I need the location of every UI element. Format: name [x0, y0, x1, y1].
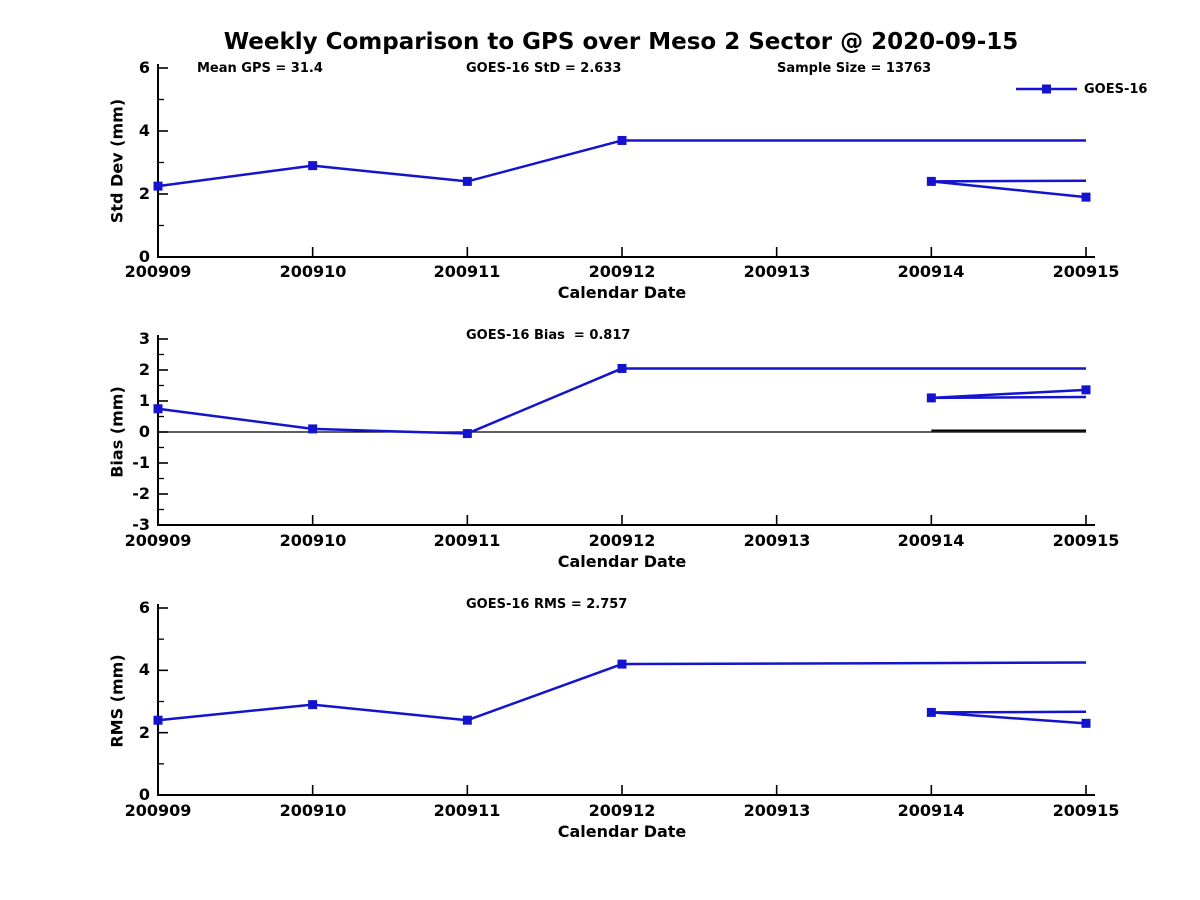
annotation-goes16-bias: GOES-16 Bias = 0.817 [466, 328, 631, 343]
x-tick-label: 200912 [588, 262, 656, 281]
y-tick-label: 0 [138, 422, 150, 441]
annotation-goes16-std: GOES-16 StD = 2.633 [466, 61, 622, 76]
annotation-sample-size: Sample Size = 13763 [777, 61, 932, 76]
y-tick-label: 4 [138, 660, 150, 679]
y-tick-label: 4 [138, 121, 150, 140]
y-tick-label: -1 [132, 453, 150, 472]
data-point-marker [308, 424, 318, 434]
x-tick-label: 200912 [588, 531, 656, 550]
y-tick-label: 1 [138, 391, 150, 410]
x-tick-label: 200913 [743, 262, 811, 281]
y-tick-label: 6 [138, 58, 150, 77]
x-tick-label: 200914 [897, 262, 965, 281]
x-tick-label: 200911 [433, 801, 501, 820]
data-point-marker [617, 363, 627, 373]
x-tick-label: 200910 [279, 801, 347, 820]
data-line [931, 711, 1087, 725]
data-point-marker [153, 715, 163, 725]
data-line [931, 179, 1087, 183]
data-point-marker [462, 715, 472, 725]
data-point-marker [1081, 192, 1091, 202]
x-tick-label: 200914 [897, 531, 965, 550]
data-point-marker [308, 161, 318, 171]
data-point-marker [153, 404, 163, 414]
y-tick-label: 2 [138, 360, 150, 379]
y-tick-label: 3 [138, 329, 150, 348]
data-line [157, 139, 1086, 188]
y-tick-label: -2 [132, 484, 150, 503]
y-tick-label: 0 [138, 247, 150, 266]
x-tick-label: 200911 [433, 531, 501, 550]
y-tick-label: -3 [132, 515, 150, 534]
x-tick-label: 200913 [743, 801, 811, 820]
chart-title: Weekly Comparison to GPS over Meso 2 Sec… [223, 29, 1019, 55]
x-tick-label: 200909 [124, 801, 192, 820]
x-tick-label: 200913 [743, 531, 811, 550]
data-point-marker [462, 429, 472, 439]
annotation-goes16-rms: GOES-16 RMS = 2.757 [466, 597, 628, 612]
y-tick-label: 6 [138, 598, 150, 617]
x-tick-label: 200915 [1052, 262, 1120, 281]
y-tick-label: 2 [138, 723, 150, 742]
data-point-marker [153, 181, 163, 191]
data-point-marker [462, 176, 472, 186]
x-tick-label: 200915 [1052, 801, 1120, 820]
x-tick-label: 200914 [897, 801, 965, 820]
data-line [931, 180, 1087, 199]
y-tick-label: 0 [138, 785, 150, 804]
x-axis-label-1: Calendar Date [557, 283, 687, 302]
data-line [931, 710, 1087, 714]
data-line [931, 388, 1087, 400]
x-axis-label-3: Calendar Date [557, 822, 687, 841]
data-line [157, 367, 1086, 435]
x-tick-label: 200909 [124, 531, 192, 550]
x-tick-label: 200909 [124, 262, 192, 281]
legend-label-goes16: GOES-16 [1084, 82, 1148, 97]
data-point-marker [308, 700, 318, 710]
y-tick-label: 2 [138, 184, 150, 203]
legend-marker-sample [1042, 84, 1051, 94]
x-tick-label: 200910 [279, 262, 347, 281]
annotation-mean-gps: Mean GPS = 31.4 [197, 61, 323, 76]
x-tick-label: 200911 [433, 262, 501, 281]
x-tick-label: 200912 [588, 801, 656, 820]
data-point-marker [1081, 718, 1091, 728]
x-tick-label: 200915 [1052, 531, 1120, 550]
x-tick-label: 200910 [279, 531, 347, 550]
x-axis-label-2: Calendar Date [557, 552, 687, 571]
data-point-marker [617, 659, 627, 669]
data-point-marker [1081, 385, 1091, 395]
data-point-marker [617, 135, 627, 145]
